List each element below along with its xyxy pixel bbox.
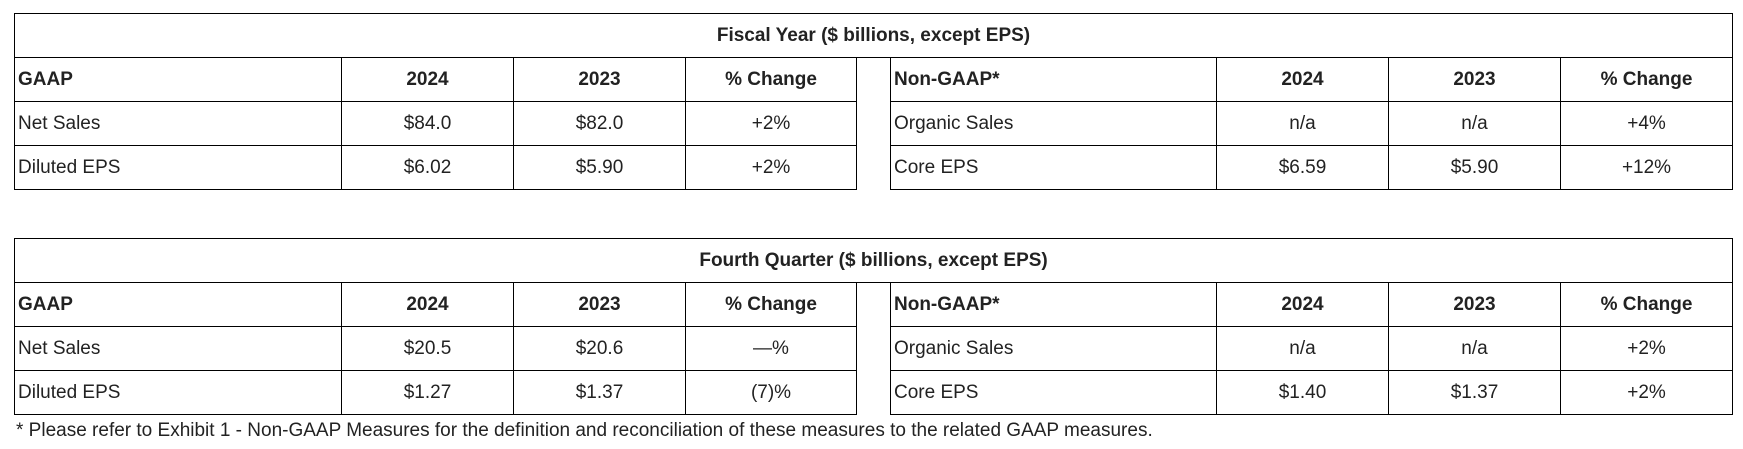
cell-change: +2% <box>685 101 857 146</box>
cell-change: (7)% <box>685 370 857 415</box>
table-header-row: GAAP 2024 2023 % Change Non-GAAP* 2024 2… <box>14 282 1734 415</box>
column-separator <box>856 57 891 190</box>
cell-value: $1.27 <box>341 370 514 415</box>
row-label: Diluted EPS <box>14 145 342 190</box>
cell-change: +12% <box>1560 145 1733 190</box>
row-label: Net Sales <box>14 101 342 146</box>
cell-value: $5.90 <box>513 145 686 190</box>
cell-value: $84.0 <box>341 101 514 146</box>
row-label: Core EPS <box>890 370 1217 415</box>
table-row: Diluted EPS $1.27 $1.37 (7)% Core EPS $1… <box>14 370 1734 415</box>
cell-value: n/a <box>1388 101 1561 146</box>
table-caption-row: Fourth Quarter ($ billions, except EPS) <box>13 238 1734 283</box>
column-header-change: % Change <box>685 57 857 102</box>
row-label: Net Sales <box>14 326 342 371</box>
table-title: Fourth Quarter ($ billions, except EPS) <box>13 238 1734 283</box>
cell-change: +2% <box>685 145 857 190</box>
cell-value: $1.40 <box>1216 370 1389 415</box>
row-label: Core EPS <box>890 145 1217 190</box>
row-label: Organic Sales <box>890 326 1217 371</box>
column-header-2024: 2024 <box>341 57 514 102</box>
column-header-2023: 2023 <box>1388 57 1561 102</box>
column-header-2024: 2024 <box>1216 282 1389 327</box>
fourth-quarter-table: Fourth Quarter ($ billions, except EPS) … <box>13 238 1734 415</box>
column-header-2023: 2023 <box>513 282 686 327</box>
table-row: Net Sales $20.5 $20.6 —% Organic Sales n… <box>14 326 1734 371</box>
table-row: Diluted EPS $6.02 $5.90 +2% Core EPS $6.… <box>14 145 1733 190</box>
cell-value: n/a <box>1216 326 1389 371</box>
cell-change: +4% <box>1560 101 1733 146</box>
cell-value: $6.02 <box>341 145 514 190</box>
cell-change: +2% <box>1559 370 1734 415</box>
column-header-change: % Change <box>1559 282 1734 327</box>
non-gaap-header: Non-GAAP* <box>890 57 1217 102</box>
cell-value: $1.37 <box>1388 370 1561 415</box>
cell-value: $20.5 <box>341 326 514 371</box>
column-header-2023: 2023 <box>1388 282 1561 327</box>
cell-value: $1.37 <box>513 370 686 415</box>
gaap-header: GAAP <box>14 57 342 102</box>
column-header-2024: 2024 <box>341 282 514 327</box>
cell-value: $5.90 <box>1388 145 1561 190</box>
cell-value: $82.0 <box>513 101 686 146</box>
non-gaap-header: Non-GAAP* <box>890 282 1217 327</box>
fiscal-year-table: Fiscal Year ($ billions, except EPS) GAA… <box>14 13 1733 190</box>
column-header-2023: 2023 <box>513 57 686 102</box>
row-label: Organic Sales <box>890 101 1217 146</box>
table-header-row: GAAP 2024 2023 % Change Non-GAAP* 2024 2… <box>14 57 1733 190</box>
cell-value: $20.6 <box>513 326 686 371</box>
column-header-change: % Change <box>1560 57 1733 102</box>
cell-value: n/a <box>1388 326 1561 371</box>
cell-change: +2% <box>1559 326 1734 371</box>
column-header-change: % Change <box>685 282 857 327</box>
column-separator <box>856 282 891 415</box>
cell-value: n/a <box>1216 101 1389 146</box>
column-header-2024: 2024 <box>1216 57 1389 102</box>
table-row: Net Sales $84.0 $82.0 +2% Organic Sales … <box>14 101 1733 146</box>
row-label: Diluted EPS <box>14 370 342 415</box>
cell-value: $6.59 <box>1216 145 1389 190</box>
table-title: Fiscal Year ($ billions, except EPS) <box>14 13 1733 58</box>
cell-change: —% <box>685 326 857 371</box>
gaap-header: GAAP <box>14 282 342 327</box>
table-caption-row: Fiscal Year ($ billions, except EPS) <box>14 13 1733 58</box>
footnote: * Please refer to Exhibit 1 - Non-GAAP M… <box>16 420 1153 441</box>
